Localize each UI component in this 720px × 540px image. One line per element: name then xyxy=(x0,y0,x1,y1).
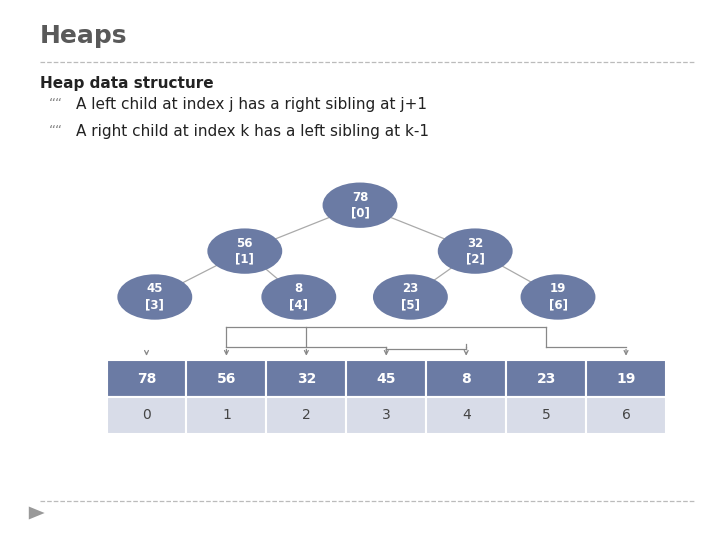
Text: ““: ““ xyxy=(49,124,63,138)
FancyBboxPatch shape xyxy=(426,397,506,434)
Text: 32
[2]: 32 [2] xyxy=(466,237,485,266)
Text: 6: 6 xyxy=(621,408,631,422)
FancyBboxPatch shape xyxy=(506,397,586,434)
Ellipse shape xyxy=(117,274,192,320)
Ellipse shape xyxy=(323,183,397,228)
Text: Heap data structure: Heap data structure xyxy=(40,76,213,91)
Text: 19: 19 xyxy=(616,372,636,386)
Text: 45
[3]: 45 [3] xyxy=(145,282,164,312)
Text: ““: ““ xyxy=(49,97,63,111)
Text: 8: 8 xyxy=(462,372,471,386)
FancyBboxPatch shape xyxy=(186,360,266,397)
FancyBboxPatch shape xyxy=(107,360,186,397)
Text: 5: 5 xyxy=(541,408,551,422)
Text: 56: 56 xyxy=(217,372,236,386)
FancyBboxPatch shape xyxy=(186,397,266,434)
Text: 32: 32 xyxy=(297,372,316,386)
Text: 19
[6]: 19 [6] xyxy=(549,282,567,312)
FancyBboxPatch shape xyxy=(266,397,346,434)
Ellipse shape xyxy=(207,228,282,274)
Text: A right child at index k has a left sibling at k-1: A right child at index k has a left sibl… xyxy=(76,124,428,139)
Text: Heaps: Heaps xyxy=(40,24,127,48)
Text: 8
[4]: 8 [4] xyxy=(289,282,308,312)
FancyBboxPatch shape xyxy=(426,360,506,397)
Text: 1: 1 xyxy=(222,408,231,422)
Text: 3: 3 xyxy=(382,408,391,422)
FancyBboxPatch shape xyxy=(506,360,586,397)
Ellipse shape xyxy=(521,274,595,320)
Ellipse shape xyxy=(261,274,336,320)
FancyBboxPatch shape xyxy=(586,360,666,397)
Text: 23
[5]: 23 [5] xyxy=(401,282,420,312)
Polygon shape xyxy=(29,507,45,519)
Text: 45: 45 xyxy=(377,372,396,386)
Text: 78
[0]: 78 [0] xyxy=(351,191,369,220)
Text: 0: 0 xyxy=(142,408,151,422)
FancyBboxPatch shape xyxy=(586,397,666,434)
Ellipse shape xyxy=(438,228,513,274)
FancyBboxPatch shape xyxy=(346,360,426,397)
Ellipse shape xyxy=(373,274,448,320)
Text: 23: 23 xyxy=(536,372,556,386)
Text: 78: 78 xyxy=(137,372,156,386)
Text: 2: 2 xyxy=(302,408,311,422)
FancyBboxPatch shape xyxy=(266,360,346,397)
Text: 4: 4 xyxy=(462,408,471,422)
FancyBboxPatch shape xyxy=(107,397,186,434)
FancyBboxPatch shape xyxy=(346,397,426,434)
Text: 56
[1]: 56 [1] xyxy=(235,237,254,266)
Text: A left child at index j has a right sibling at j+1: A left child at index j has a right sibl… xyxy=(76,97,426,112)
